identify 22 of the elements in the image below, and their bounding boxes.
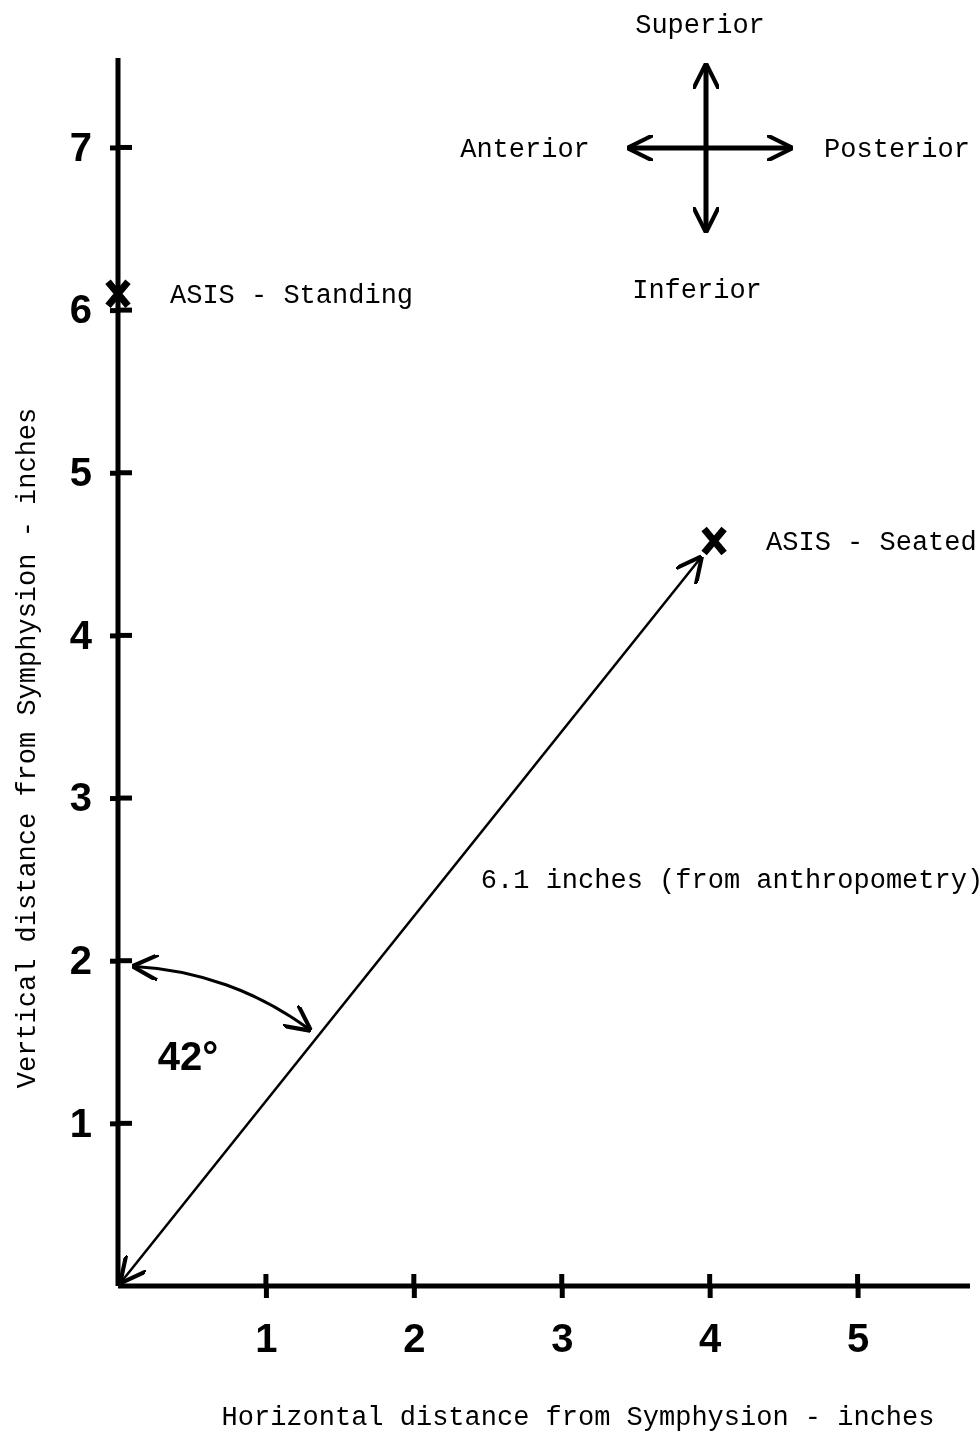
y-tick-label: 2 <box>69 938 92 982</box>
y-tick-label: 4 <box>69 612 93 657</box>
series-label: ASIS - Seated <box>766 528 977 559</box>
annotation: 42° <box>157 1034 219 1078</box>
x-tick-label: 1 <box>255 1316 278 1361</box>
y-tick-label: 5 <box>69 450 92 495</box>
y-axis-title: Vertical distance from Symphysion - inches <box>13 407 43 1089</box>
annotation: Inferior <box>632 276 762 306</box>
y-tick-label: 6 <box>69 287 92 332</box>
x-tick-label: 4 <box>699 1316 723 1361</box>
y-tick-label: 1 <box>69 1100 92 1145</box>
text: Superior <box>635 11 765 41</box>
annotation: Anterior <box>460 135 590 165</box>
annotation: 6.1 inches (from anthropometry) <box>480 866 980 896</box>
y-tick-label: 7 <box>69 124 92 169</box>
annotation: Posterior <box>824 135 970 165</box>
x-tick-label: 5 <box>846 1316 870 1361</box>
y-tick-label: 3 <box>69 775 92 820</box>
series-label: ASIS - Standing <box>170 280 414 311</box>
x-axis-title: Horizontal distance from Symphysion - inches <box>221 1403 935 1433</box>
x-tick-label: 2 <box>403 1316 426 1361</box>
x-tick-label: 3 <box>551 1316 574 1361</box>
